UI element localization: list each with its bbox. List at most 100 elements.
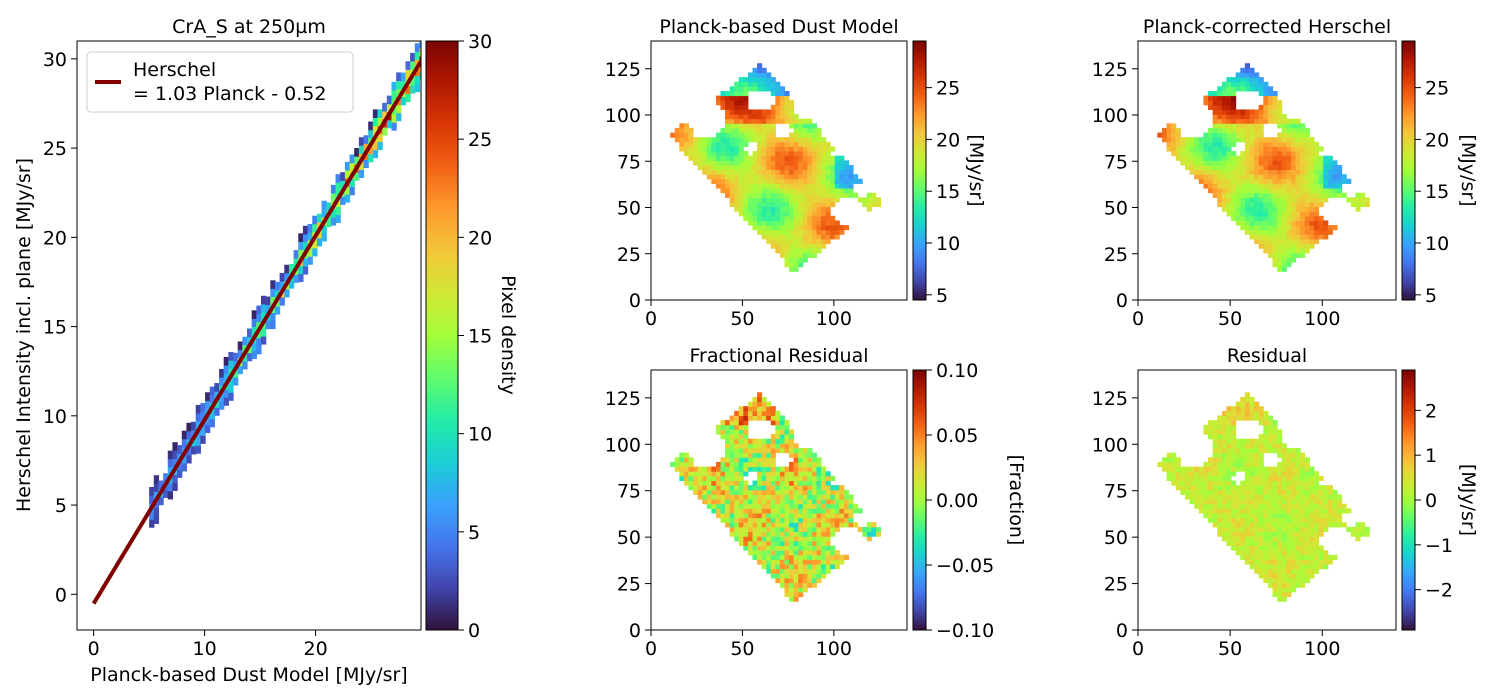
map-pixel <box>734 424 740 430</box>
map-pixel <box>1221 127 1227 134</box>
map-pixel <box>821 160 827 166</box>
map-pixel <box>757 206 763 212</box>
map-pixel <box>1263 169 1269 175</box>
map-pixel <box>1249 77 1255 83</box>
map-pixel <box>1281 266 1287 272</box>
map-pixel <box>793 559 799 565</box>
density-cell <box>391 113 397 123</box>
map-pixel <box>1258 489 1264 495</box>
map-pixel <box>798 517 804 523</box>
map-pixel <box>1272 578 1278 584</box>
map-pixel <box>1290 211 1297 217</box>
map-pixel <box>761 201 767 208</box>
map-pixel <box>789 243 795 249</box>
density-y-tick-label: 25 <box>43 138 67 160</box>
map-pixel <box>1208 471 1214 477</box>
map-pixel <box>1217 466 1223 472</box>
map-pixel <box>1244 183 1250 189</box>
map-pixel <box>1304 471 1310 477</box>
map-pixel <box>1244 201 1250 208</box>
map-pixel <box>1212 494 1218 500</box>
map-pixel <box>1175 151 1181 157</box>
map-pixel <box>1254 536 1260 542</box>
map-pixel <box>1244 211 1250 217</box>
map-pixel <box>834 220 840 226</box>
map-pixel <box>830 489 836 495</box>
map-pixel <box>798 234 804 240</box>
map-pixel <box>766 550 772 556</box>
map-pixel <box>743 95 749 101</box>
map-pixel <box>693 155 699 161</box>
map-pixel <box>1263 220 1269 226</box>
map-pixel <box>775 434 781 440</box>
map-pixel <box>1263 568 1269 574</box>
map-pixel <box>1281 526 1287 533</box>
map-pixel <box>757 522 763 528</box>
map-pixel <box>779 429 785 435</box>
map-pixel <box>825 545 831 551</box>
map-colorbar-residual-tick-label: −1 <box>1425 535 1453 557</box>
map-pixel <box>1290 550 1297 556</box>
map-pixel <box>1198 146 1204 152</box>
map-y-residual-tick-label: 125 <box>1092 388 1128 410</box>
map-pixel <box>1277 243 1283 249</box>
map-pixel <box>729 438 735 444</box>
density-cell <box>302 265 309 275</box>
map-pixel <box>1272 448 1278 454</box>
map-pixel <box>779 536 785 542</box>
density-y-tick-label: 15 <box>43 317 67 339</box>
density-cell <box>302 225 309 235</box>
density-cell <box>195 404 201 414</box>
map-pixel <box>839 188 845 194</box>
map-pixel <box>1286 262 1292 268</box>
map-pixel <box>706 164 712 171</box>
map-pixel <box>1281 164 1287 171</box>
map-pixel <box>816 201 822 208</box>
map-pixel <box>775 146 781 152</box>
map-pixel <box>702 489 708 495</box>
map-pixel <box>720 132 726 138</box>
map-pixel <box>1323 197 1329 203</box>
map-pixel <box>743 526 749 533</box>
map-pixel <box>798 540 804 546</box>
map-pixel <box>1281 513 1287 519</box>
map-pixel <box>1277 188 1283 194</box>
map-pixel <box>766 174 772 180</box>
map-pixel <box>1244 127 1250 134</box>
map-pixel <box>725 137 731 143</box>
map-pixel <box>1171 466 1177 472</box>
map-pixel <box>1226 137 1232 143</box>
map-pixel <box>811 457 817 463</box>
map-pixel <box>1286 238 1292 245</box>
map-pixel <box>1323 554 1329 560</box>
density-cell <box>396 104 402 114</box>
map-pixel <box>816 568 822 574</box>
map-pixel <box>1208 461 1214 468</box>
map-pixel <box>779 531 785 537</box>
map-pixel <box>1323 513 1329 519</box>
map-pixel <box>1231 114 1237 120</box>
map-pixel <box>1221 197 1227 203</box>
map-pixel <box>1263 229 1269 235</box>
map-pixel <box>784 104 790 110</box>
map-pixel <box>711 137 717 143</box>
map-pixel <box>1180 155 1186 161</box>
map-pixel <box>766 406 772 412</box>
map-pixel <box>1254 526 1260 533</box>
map-pixel <box>743 424 749 430</box>
map-pixel <box>752 86 758 92</box>
map-pixel <box>802 522 808 528</box>
map-pixel <box>725 429 731 435</box>
density-cell <box>200 403 206 412</box>
density-cell <box>247 352 253 362</box>
map-pixel <box>1304 211 1310 217</box>
map-pixel <box>729 188 735 194</box>
map-pixel <box>770 132 776 138</box>
map-pixel <box>1244 448 1250 454</box>
map-pixel <box>688 146 694 152</box>
map-pixel <box>1226 174 1232 180</box>
map-pixel <box>1249 503 1255 509</box>
map-pixel <box>1281 494 1287 500</box>
map-pixel <box>706 494 712 500</box>
